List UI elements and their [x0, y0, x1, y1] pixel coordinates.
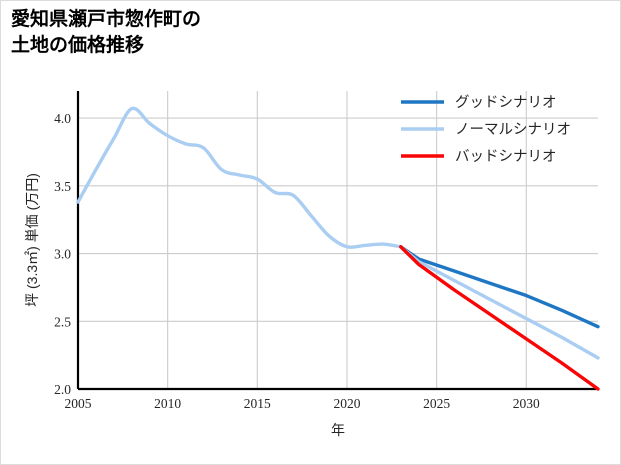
legend-label-normal: ノーマルシナリオ	[455, 122, 571, 138]
legend-item-normal[interactable]: ノーマルシナリオ	[401, 122, 571, 138]
page-title: 愛知県瀬戸市惣作町の 土地の価格推移	[11, 9, 202, 56]
series-line-1	[399, 245, 600, 329]
y-tick-2.0: 2.0	[54, 382, 71, 397]
legend-item-bad[interactable]: バッドシナリオ	[401, 149, 557, 165]
x-tick-2025: 2025	[423, 396, 450, 411]
y-axis-title: 坪 (3.3㎡) 単価 (万円)	[24, 173, 40, 307]
chart-legend: グッドシナリオ ノーマルシナリオ バッドシナリオ	[401, 94, 571, 165]
y-tick-2.5: 2.5	[54, 314, 71, 329]
x-tick-2015: 2015	[244, 396, 271, 411]
series-line-2	[399, 245, 600, 360]
legend-item-good[interactable]: グッドシナリオ	[401, 94, 557, 111]
x-tick-2020: 2020	[333, 396, 360, 411]
gridlines	[77, 91, 598, 390]
y-tick-3.0: 3.0	[54, 247, 71, 262]
y-tick-4.0: 4.0	[54, 111, 71, 126]
legend-label-bad: バッドシナリオ	[455, 149, 557, 165]
series-line-0	[76, 106, 403, 249]
y-tick-3.5: 3.5	[54, 179, 71, 194]
data-series	[76, 106, 600, 391]
x-tick-2005: 2005	[65, 396, 92, 411]
x-tick-2030: 2030	[513, 396, 540, 411]
x-tick-2010: 2010	[154, 396, 181, 411]
x-tick-labels: 2005 2010 2015 2020 2025 2030	[65, 396, 541, 411]
y-tick-labels: 2.0 2.5 3.0 3.5 4.0	[54, 111, 71, 397]
x-axis-title: 年	[331, 422, 345, 438]
legend-label-good: グッドシナリオ	[455, 94, 557, 111]
series-line-3	[399, 245, 600, 391]
plot-background	[78, 91, 598, 389]
